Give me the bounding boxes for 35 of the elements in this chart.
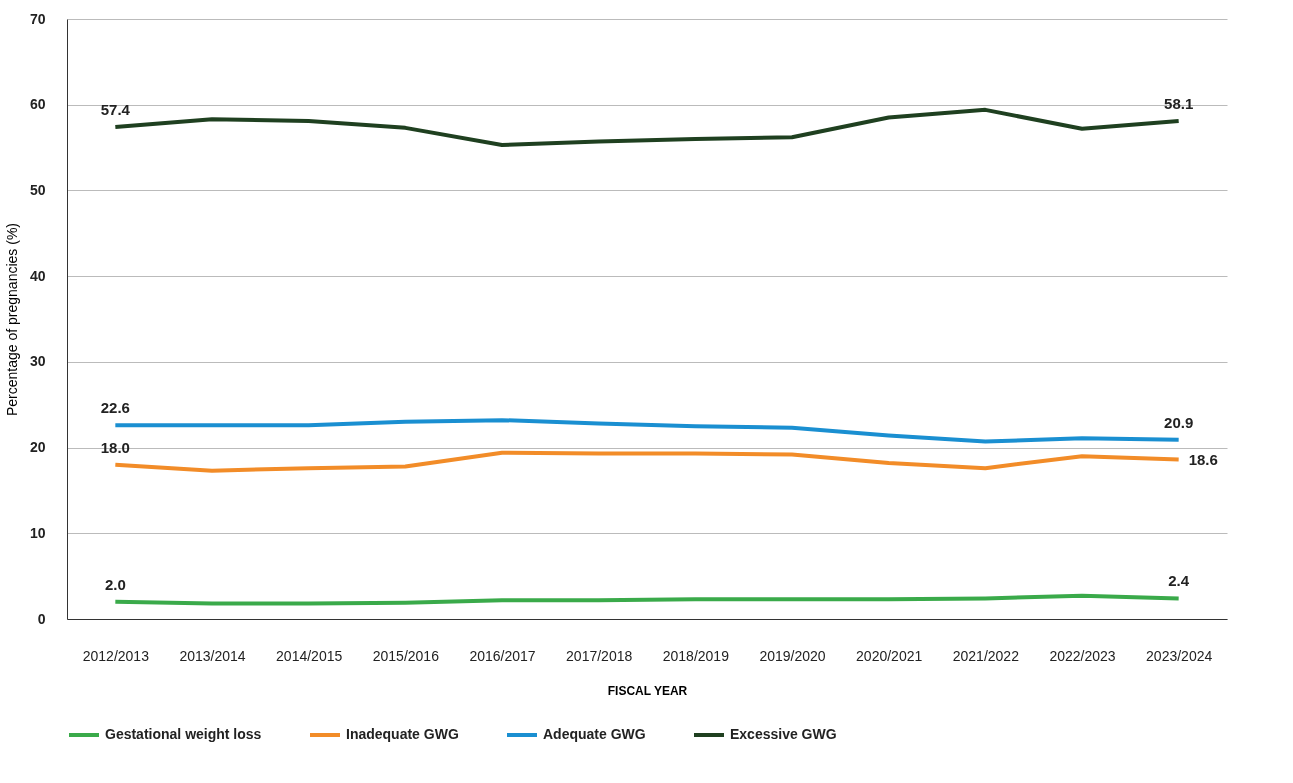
x-tick-label: 2018/2019 [662, 647, 730, 664]
legend-label: Inadequate GWG [346, 726, 459, 742]
x-tick-label: 2020/2021 [856, 647, 923, 664]
x-tick-label: 2016/2017 [469, 647, 536, 664]
x-tick-label: 2022/2023 [1049, 647, 1116, 664]
data-label: 2.0 [104, 575, 126, 593]
y-tick-label: 70 [29, 10, 46, 27]
data-label: 18.0 [100, 438, 130, 456]
x-tick-label: 2013/2014 [179, 647, 246, 664]
x-tick-label: 2019/2020 [759, 647, 826, 664]
x-tick-label: 2021/2022 [952, 647, 1020, 664]
data-label: 2.4 [1168, 572, 1190, 590]
legend-label: Gestational weight loss [105, 726, 262, 742]
x-tick-label: 2012/2013 [82, 647, 150, 664]
x-tick-label: 2014/2015 [276, 647, 343, 664]
data-label: 58.1 [1164, 95, 1194, 112]
data-label: 18.6 [1188, 450, 1218, 468]
data-label: 22.6 [100, 399, 130, 417]
x-axis-title: FISCAL YEAR [607, 683, 688, 698]
x-tick-label: 2015/2016 [372, 647, 440, 664]
y-tick-label: 30 [29, 353, 46, 370]
x-tick-label: 2017/2018 [566, 647, 633, 664]
y-tick-label: 50 [29, 181, 46, 198]
legend-label: Adequate GWG [543, 726, 646, 742]
y-axis-title: Percentage of pregnancies (%) [3, 223, 20, 416]
y-tick-label: 60 [29, 96, 46, 113]
x-tick-label: 2023/2024 [1146, 647, 1213, 664]
y-tick-label: 40 [29, 267, 46, 284]
y-tick-label: 10 [29, 524, 46, 541]
y-tick-label: 0 [37, 610, 46, 627]
data-label: 20.9 [1164, 413, 1194, 431]
legend-label: Excessive GWG [730, 726, 837, 742]
line-series [113, 593, 1181, 606]
data-label: 57.4 [100, 101, 131, 118]
y-tick-label: 20 [29, 439, 46, 456]
